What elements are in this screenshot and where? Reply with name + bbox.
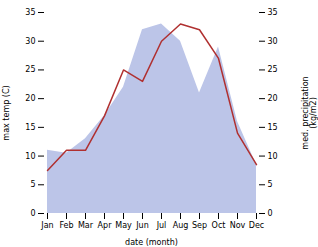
svg-text:25: 25 (25, 65, 35, 74)
svg-text:15: 15 (25, 123, 35, 132)
svg-text:May: May (115, 221, 132, 230)
svg-text:max temp (C): max temp (C) (2, 85, 11, 140)
svg-text:date (month): date (month) (125, 238, 178, 247)
svg-text:Jun: Jun (135, 221, 149, 230)
svg-text:30: 30 (268, 37, 278, 46)
svg-text:Jul: Jul (156, 221, 167, 230)
svg-text:20: 20 (268, 94, 278, 103)
svg-text:0: 0 (30, 209, 35, 218)
svg-text:5: 5 (268, 180, 273, 189)
svg-text:20: 20 (25, 94, 35, 103)
svg-text:15: 15 (268, 123, 278, 132)
svg-text:Nov: Nov (230, 221, 246, 230)
svg-text:Dec: Dec (249, 221, 264, 230)
svg-text:10: 10 (268, 152, 278, 161)
svg-text:35: 35 (25, 8, 35, 17)
svg-text:35: 35 (268, 8, 278, 17)
svg-text:5: 5 (30, 180, 35, 189)
svg-text:Feb: Feb (59, 221, 73, 230)
svg-text:Jan: Jan (40, 221, 53, 230)
svg-text:10: 10 (25, 152, 35, 161)
svg-text:med. precipitation(kg/m2): med. precipitation(kg/m2) (301, 76, 318, 149)
svg-text:0: 0 (268, 209, 273, 218)
svg-text:30: 30 (25, 37, 35, 46)
svg-text:Apr: Apr (98, 221, 113, 230)
svg-text:25: 25 (268, 65, 278, 74)
svg-text:Mar: Mar (78, 221, 94, 230)
svg-text:Aug: Aug (173, 221, 189, 230)
svg-text:Oct: Oct (212, 221, 226, 230)
svg-text:Sep: Sep (192, 221, 207, 230)
